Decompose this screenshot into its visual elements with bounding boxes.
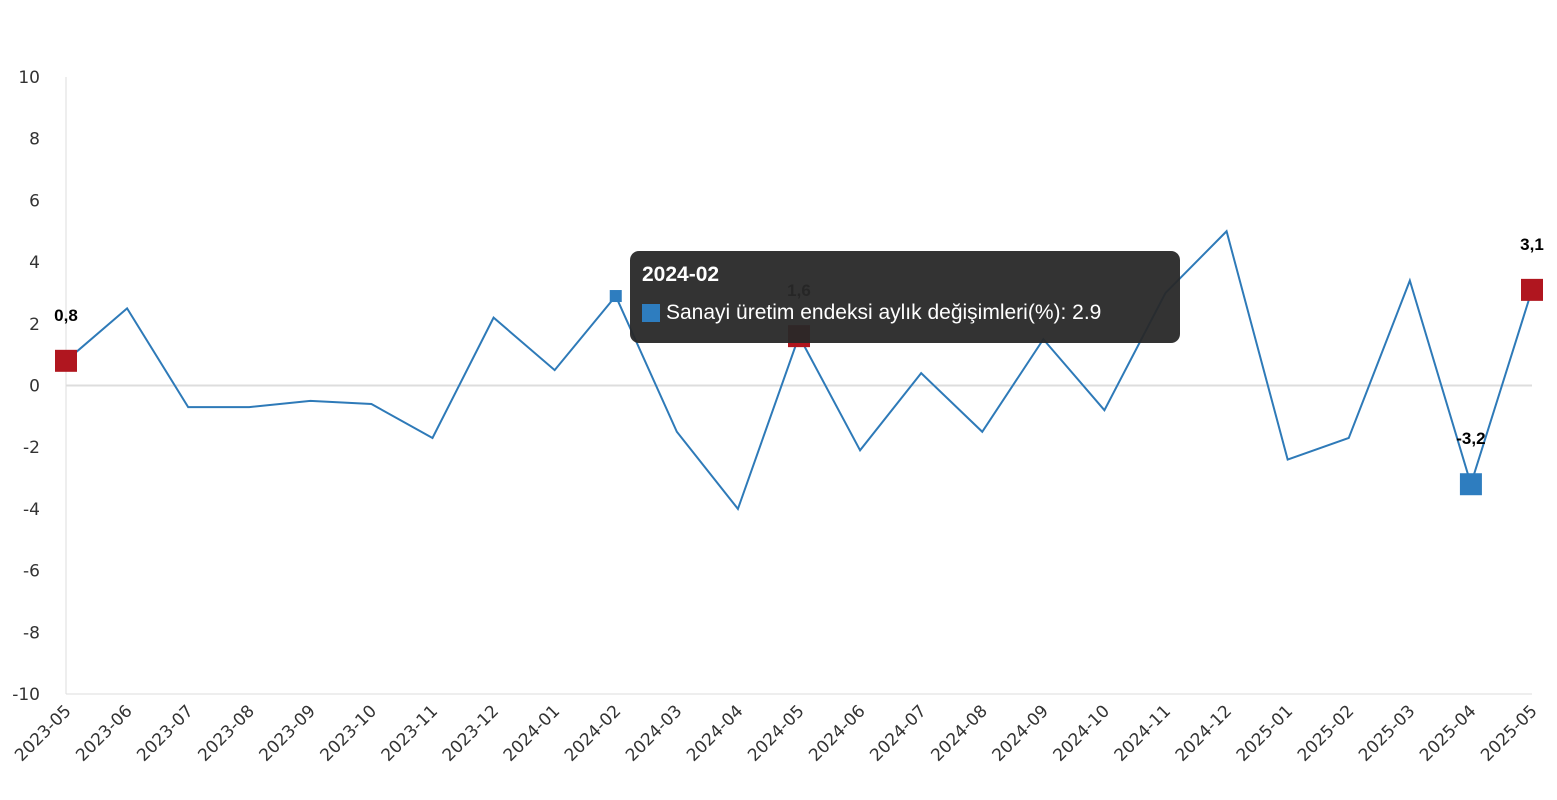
x-tick-label: 2024-06: [805, 701, 869, 765]
x-tick-label: 2024-01: [500, 701, 564, 765]
y-tick-label: 6: [29, 191, 40, 211]
y-tick-label: -4: [23, 500, 40, 520]
x-tick-label: 2024-04: [683, 701, 747, 765]
y-tick-label: 2: [29, 315, 40, 335]
value-label: 3,1: [1520, 235, 1544, 254]
x-tick-label: 2025-03: [1355, 701, 1419, 765]
x-tick-label: 2023-06: [72, 701, 136, 765]
x-tick-label: 2023-08: [194, 701, 258, 765]
x-tick-label: 2023-10: [317, 701, 381, 765]
x-tick-label: 2024-12: [1172, 701, 1236, 765]
y-tick-label: 0: [29, 377, 40, 397]
tooltip-title: 2024-02: [642, 263, 720, 286]
y-tick-label: 8: [29, 130, 40, 150]
y-tick-label: -6: [23, 562, 40, 582]
x-tick-label: 2023-12: [439, 701, 503, 765]
x-tick-label: 2023-07: [133, 701, 197, 765]
y-tick-label: -8: [23, 623, 40, 643]
x-tick-label: 2024-07: [866, 701, 930, 765]
marker: [1521, 278, 1543, 301]
x-tick-label: 2024-11: [1111, 701, 1175, 765]
tooltip: 2024-02 Sanayi üretim endeksi aylık deği…: [630, 251, 1180, 343]
x-tick-label: 2024-02: [561, 701, 625, 765]
x-tick-label: 2025-04: [1416, 701, 1480, 765]
x-tick-label: 2024-05: [744, 701, 808, 765]
value-label: 0,8: [54, 306, 78, 325]
tooltip-swatch: [642, 304, 660, 322]
x-tick-label: 2024-10: [1050, 701, 1114, 765]
y-tick-label: -10: [12, 685, 40, 705]
y-tick-label: 10: [18, 68, 40, 88]
x-tick-label: 2024-09: [989, 701, 1053, 765]
marker: [1459, 473, 1482, 496]
value-label: -3,2: [1456, 429, 1485, 448]
x-tick-label: 2023-05: [11, 701, 75, 765]
x-tick-label: 2023-09: [256, 701, 320, 765]
marker: [609, 290, 622, 303]
x-tick-label: 2025-05: [1477, 701, 1541, 765]
x-tick-label: 2023-11: [378, 701, 442, 765]
x-tick-label: 2025-02: [1294, 701, 1358, 765]
x-tick-label: 2024-08: [927, 701, 991, 765]
tooltip-text: Sanayi üretim endeksi aylık değişimleri(…: [666, 301, 1102, 324]
marker: [55, 349, 77, 372]
tooltip-row: Sanayi üretim endeksi aylık değişimleri(…: [642, 301, 1168, 325]
y-tick-label: 4: [29, 253, 40, 273]
x-tick-label: 2025-01: [1233, 701, 1297, 765]
y-tick-label: -2: [23, 438, 40, 458]
x-tick-label: 2024-03: [622, 701, 686, 765]
